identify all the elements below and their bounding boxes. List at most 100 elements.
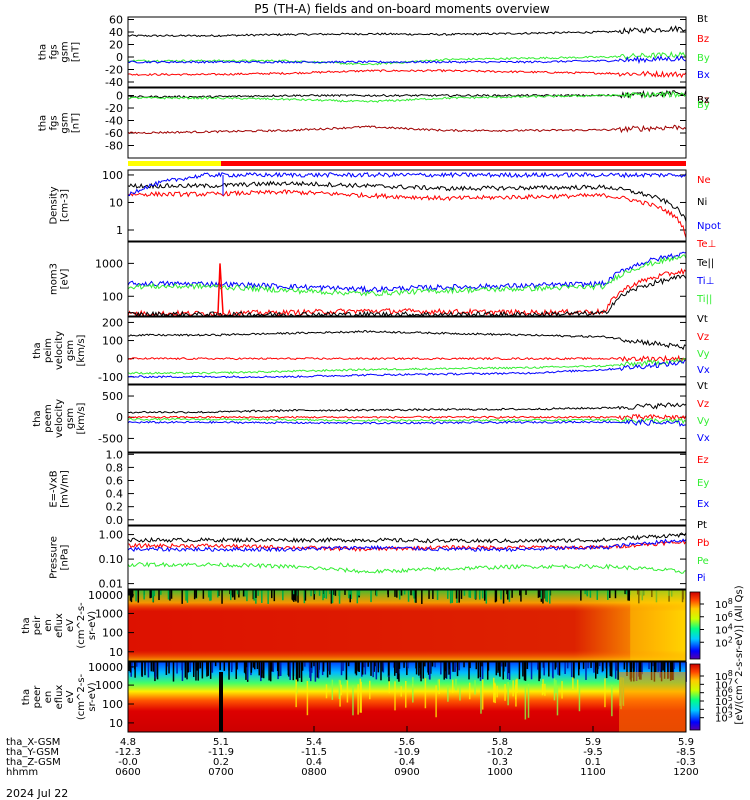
panel-efield: E=-VxB [mV/m] 1.00.80.60.40.20.0 Ez Ey Ex (49, 448, 710, 526)
legend-Pe: Pe (697, 556, 709, 567)
spectrogram-noise (479, 662, 482, 678)
legend-Vz: Vz (697, 332, 709, 343)
spectrogram-noise (342, 662, 344, 671)
y-axis-label: [eV] (60, 269, 71, 290)
spectrogram-noise (660, 662, 663, 682)
spectrogram-noise (375, 590, 378, 597)
panel-peir_spectrogram: tha peir en eflux eV (cm^2-s-sr-eV)1000010001… (21, 585, 745, 724)
spectrogram-streak (516, 678, 518, 693)
y-axis-label: [nPa] (60, 544, 71, 570)
spectrogram-streak (494, 682, 496, 695)
y-axis-label: en (43, 691, 54, 704)
spectrogram-noise (436, 590, 439, 600)
y-axis-label: (cm^2-s- (76, 602, 87, 649)
spectrogram-noise (580, 590, 582, 601)
legend-Ez: Ez (697, 455, 709, 466)
y-axis-label: tha (38, 44, 49, 60)
spectrogram-noise (201, 662, 204, 679)
y-tick-label: 1 (116, 224, 123, 237)
spectrogram-streak (394, 681, 396, 711)
spectrogram-noise (590, 662, 592, 668)
spectrogram-noise (199, 662, 202, 669)
spectrogram-noise (303, 590, 306, 604)
spectrogram-noise (228, 662, 230, 680)
spectrogram-streak (492, 677, 495, 703)
y-axis-label: peim (43, 338, 54, 363)
spectrogram-noise (152, 662, 154, 672)
x-tick-label: 0900 (394, 767, 419, 778)
spectrogram-noise (522, 662, 524, 677)
spectrogram-streak (295, 679, 297, 708)
spectrogram-noise (415, 662, 418, 675)
spectrogram-streak (438, 679, 440, 694)
spectrogram-noise (260, 662, 263, 678)
legend-Te||: Te|| (696, 258, 714, 269)
spectrogram-noise (671, 662, 674, 680)
y-axis-label: tha (38, 115, 49, 131)
spectrogram-noise (217, 590, 219, 598)
temperature-spike (217, 263, 224, 314)
spectrogram-noise (210, 590, 212, 601)
spectrogram-noise (358, 590, 361, 596)
spectrogram-streak (437, 679, 440, 691)
spectrogram-noise (367, 662, 369, 667)
spectrogram-noise (657, 662, 659, 673)
x-tick-label: 0.1 (585, 757, 601, 768)
series-line-Ni (127, 180, 687, 222)
spectrogram-noise (282, 590, 284, 601)
y-tick-label: 1000 (95, 257, 123, 270)
spectrogram-noise (261, 590, 263, 603)
spectrogram-noise (141, 662, 143, 676)
y-tick-label: 100 (102, 698, 123, 711)
spectrogram-noise (128, 590, 130, 596)
spectrogram-noise (375, 662, 378, 680)
spectrogram-noise (167, 590, 170, 600)
spectrogram-noise (186, 590, 189, 603)
y-tick-label: -20 (105, 64, 123, 77)
spectrogram-noise (304, 662, 306, 667)
spectrogram-noise (455, 590, 458, 599)
y-axis-label: gsm (60, 112, 71, 133)
y-tick-label: 100 (102, 290, 123, 303)
spectrogram-noise (414, 590, 417, 599)
legend-Pi: Pi (697, 573, 706, 584)
spectrogram-noise (573, 662, 575, 679)
spectrogram-noise (310, 590, 312, 597)
spectrogram-noise (334, 590, 337, 596)
colorbar-tick-label: 103 (715, 711, 733, 725)
y-tick-label: 0.0 (106, 514, 124, 527)
spectrogram-noise (458, 662, 461, 671)
legend-Bx: Bx (697, 70, 710, 81)
spectrogram-streak (459, 686, 461, 701)
spectrogram-noise (301, 662, 304, 671)
panel-frame (127, 87, 687, 159)
spectrogram-noise (314, 590, 316, 595)
panel-frame (127, 241, 687, 317)
spectrogram-noise (252, 662, 255, 668)
spectrogram-noise (158, 590, 160, 601)
spectrogram-streak (325, 684, 328, 699)
spectrogram-noise (431, 662, 434, 667)
spectrogram-noise (363, 662, 365, 668)
spectrogram-noise (539, 590, 541, 598)
spectrogram-noise (530, 662, 533, 680)
legend-Vx: Vx (697, 365, 710, 376)
spectrogram-noise (624, 590, 626, 595)
spectrogram-noise (314, 662, 317, 682)
plot-title: P5 (TH-A) fields and on-board moments ov… (254, 2, 550, 16)
spectrogram-noise (663, 662, 666, 679)
legend-Ex: Ex (697, 499, 709, 510)
spectrogram-noise (672, 662, 675, 681)
legend-Npot: Npot (697, 221, 721, 232)
spectrogram-noise (238, 590, 240, 598)
y-tick-label: 1000 (95, 607, 123, 620)
spectrogram-noise (546, 590, 549, 603)
spectrogram-noise (207, 590, 210, 598)
x-tick-label: 1200 (673, 767, 698, 778)
spectrogram-noise (452, 662, 454, 672)
spectrogram-streak (435, 685, 437, 718)
spectrogram-noise (449, 662, 452, 680)
spectrogram-noise (617, 662, 619, 680)
legend-Vz: Vz (697, 399, 709, 410)
